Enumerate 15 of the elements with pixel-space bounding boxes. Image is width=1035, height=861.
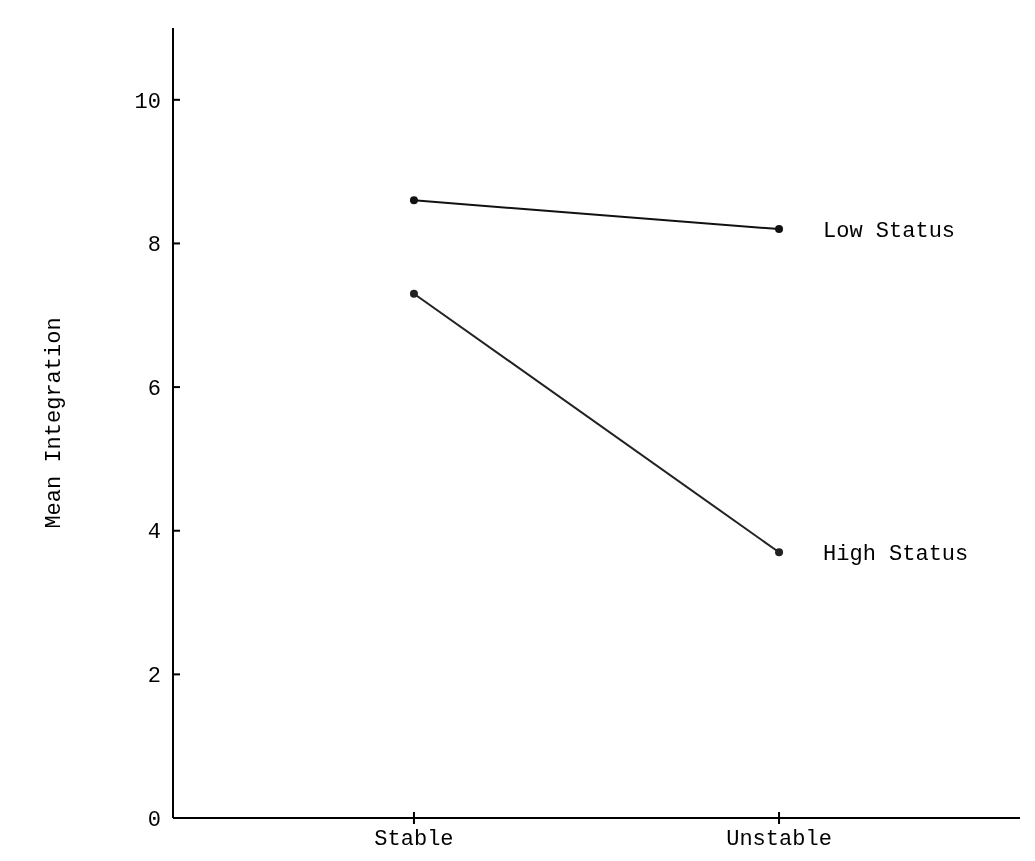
series-label: High Status — [823, 541, 969, 567]
point — [409, 196, 418, 205]
x-tick-label: Unstable — [726, 827, 832, 852]
y-tick-label: 0 — [147, 807, 161, 833]
point — [775, 225, 784, 234]
y-tick-label: 2 — [147, 664, 161, 690]
y-axis-title: Mean Integration — [42, 317, 67, 529]
x-tick-label: Stable — [374, 827, 454, 852]
y-tick-label: 10 — [134, 89, 161, 115]
point — [775, 548, 784, 557]
y-tick-label: 8 — [147, 233, 161, 259]
y-tick-label: 6 — [147, 376, 161, 402]
y-tick-label: 4 — [147, 520, 161, 546]
point — [409, 289, 418, 298]
series-label: Low Status — [823, 218, 956, 244]
